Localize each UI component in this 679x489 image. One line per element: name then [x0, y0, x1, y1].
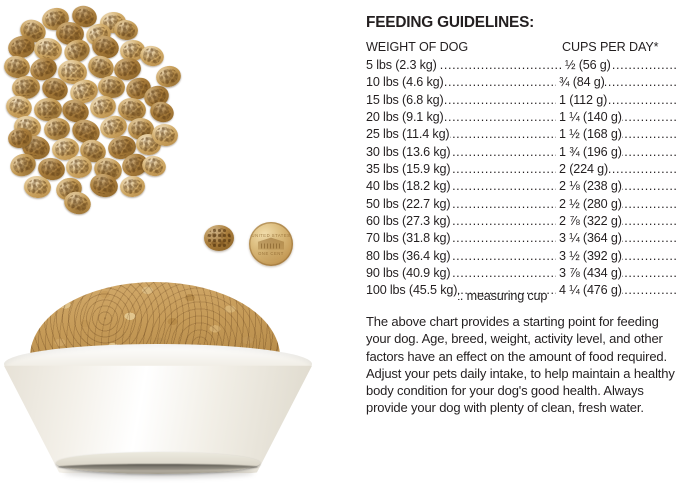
row-dog-weight: 80 lbs (36.4 kg): [366, 247, 452, 266]
row-cups-per-day: 1 ½ (168 g): [556, 126, 622, 144]
row-cups-per-day: 3 ⅞ (434 g): [556, 265, 622, 283]
row-cups-per-day: 2 ⅞ (322 g): [556, 213, 622, 231]
bowl-base-edge: [58, 464, 258, 470]
row-dog-weight: 40 lbs (18.2 kg): [366, 178, 452, 196]
row-cups-per-day: 2 ⅛ (238 g): [556, 178, 622, 196]
feeding-table-row: ........................................…: [366, 265, 676, 283]
kibble-piece: [65, 155, 93, 179]
feeding-table-row: ........................................…: [366, 213, 676, 231]
feeding-table-row: ........................................…: [366, 91, 676, 110]
row-dog-weight: 20 lbs (9.1 kg): [366, 109, 445, 127]
row-dog-weight: 5 lbs (2.3 kg): [366, 57, 438, 75]
dog-bowl-image: [4, 282, 316, 482]
feeding-table-row: ........................................…: [366, 109, 676, 127]
row-dog-weight: 15 lbs (6.8 kg): [366, 91, 445, 110]
feeding-table-row: ........................................…: [366, 143, 676, 162]
row-cups-per-day: 3 ¼ (364 g): [556, 230, 622, 248]
feeding-table-row: ........................................…: [366, 126, 676, 144]
row-dog-weight: 50 lbs (22.7 kg): [366, 195, 452, 214]
row-cups-per-day: 2 (224 g): [556, 161, 608, 179]
penny-face: UNITED STATES ONE CENT: [251, 227, 291, 261]
row-cups-per-day: 2 ½ (280 g): [556, 195, 622, 214]
row-dog-weight: 60 lbs (27.3 kg): [366, 213, 452, 231]
size-comparison-group: UNITED STATES ONE CENT: [196, 222, 326, 282]
row-cups-per-day: ½ (56 g): [562, 57, 611, 75]
row-cups-per-day: 3 ½ (392 g): [556, 247, 622, 266]
single-kibble-icon: [204, 225, 234, 251]
feeding-table-row: ........................................…: [366, 178, 676, 196]
feeding-table-row: ........................................…: [366, 282, 676, 300]
penny-coin-icon: UNITED STATES ONE CENT: [249, 222, 293, 266]
row-cups-per-day: 1 (112 g): [556, 91, 607, 110]
product-photo-panel: UNITED STATES ONE CENT: [0, 0, 358, 489]
penny-top-legend: UNITED STATES: [251, 233, 291, 238]
feeding-table-row: ........................................…: [366, 230, 676, 248]
feeding-notes-paragraph: The above chart provides a starting poin…: [366, 314, 675, 416]
kibble-pile-image: [1, 2, 204, 218]
row-dog-weight: 35 lbs (15.9 kg): [366, 161, 452, 179]
penny-bottom-legend: ONE CENT: [258, 251, 284, 256]
feeding-table-row: ........................................…: [366, 57, 676, 75]
page-title: FEEDING GUIDELINES:: [366, 14, 535, 31]
row-dog-weight: 100 lbs (45.5 kg): [366, 282, 459, 300]
bowl-drop-shadow: [64, 468, 254, 478]
row-dog-weight: 90 lbs (40.9 kg): [366, 265, 452, 283]
feeding-table-body: ........................................…: [366, 57, 676, 300]
feeding-table-row: ........................................…: [366, 195, 676, 214]
row-dog-weight: 25 lbs (11.4 kg): [366, 126, 451, 144]
column-header-weight: WEIGHT OF DOG: [366, 40, 469, 54]
row-cups-per-day: ¾ (84 g): [556, 74, 605, 92]
row-dog-weight: 30 lbs (13.6 kg): [366, 143, 452, 162]
feeding-table-row: ........................................…: [366, 74, 676, 92]
feeding-guidelines-panel: FEEDING GUIDELINES: WEIGHT OF DOG CUPS P…: [360, 0, 679, 489]
column-header-cups: CUPS PER DAY*: [562, 40, 659, 54]
kibble-piece: [112, 18, 140, 42]
row-dog-weight: 10 lbs (4.6 kg): [366, 74, 445, 92]
row-cups-per-day: 1 ¼ (140 g): [556, 109, 622, 127]
penny-memorial-icon: [258, 237, 284, 250]
row-dog-weight: 70 lbs (31.8 kg): [366, 230, 452, 248]
bowl-kibble-mound: [30, 282, 280, 386]
kibble-piece: [118, 174, 147, 199]
feeding-table-row: ........................................…: [366, 161, 676, 179]
row-cups-per-day: 4 ¼ (476 g): [556, 282, 622, 300]
row-cups-per-day: 1 ¾ (196 g): [556, 143, 622, 162]
feeding-table-row: ........................................…: [366, 247, 676, 266]
